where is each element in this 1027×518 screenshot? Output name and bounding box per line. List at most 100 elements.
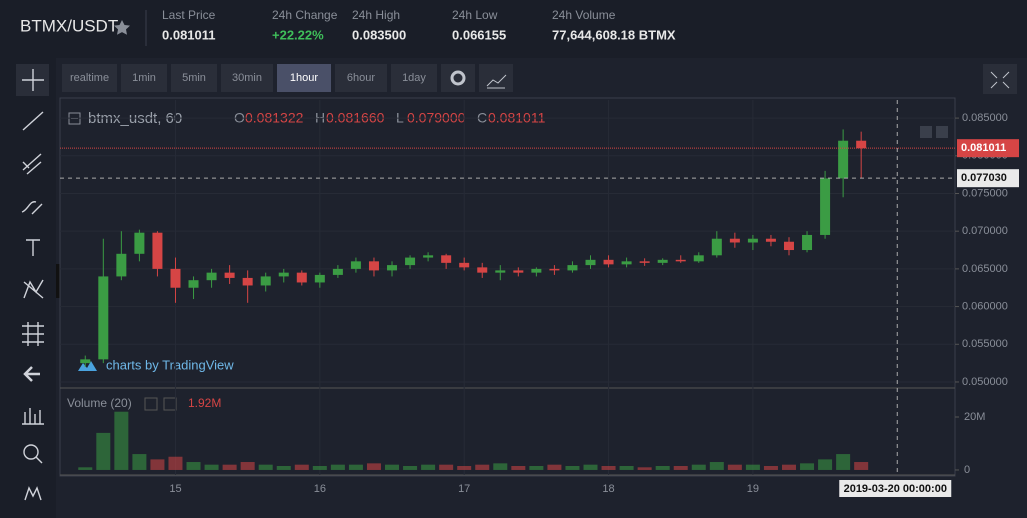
fullscreen-button[interactable]	[983, 64, 1017, 94]
candle-body	[423, 255, 434, 258]
volume-bar	[601, 465, 616, 470]
stat-value: 77,644,608.18 BTMX	[552, 27, 676, 42]
interval-label: realtime	[70, 72, 109, 84]
candle-body	[459, 262, 470, 268]
candle-body	[603, 259, 614, 265]
volume-bar	[511, 465, 526, 470]
y-tick-label: 0.085000	[962, 112, 1008, 124]
candle-body	[170, 268, 181, 288]
volume-bar	[673, 465, 688, 470]
y2-tick-label: 0	[964, 464, 970, 476]
y-tick-label: 0.075000	[962, 187, 1008, 199]
candle-body	[296, 272, 307, 283]
candle-body	[278, 272, 289, 277]
interval-button[interactable]	[62, 64, 117, 92]
volume-bar	[745, 464, 760, 470]
volume-bar	[619, 465, 634, 470]
interval-label: 30min	[232, 72, 262, 84]
x-tick-label: 18	[602, 483, 614, 495]
candle-body	[224, 272, 235, 278]
candle-body	[585, 259, 596, 266]
volume-bar	[547, 464, 562, 470]
volume-bar	[763, 465, 778, 470]
interval-button[interactable]	[121, 64, 167, 92]
stat-value: +22.22%	[272, 27, 324, 42]
indicator-button[interactable]	[479, 64, 513, 92]
interval-button[interactable]	[171, 64, 217, 92]
stat-value: 0.083500	[352, 27, 406, 42]
settings-button[interactable]	[441, 64, 475, 92]
candle-body	[783, 241, 794, 251]
candle-body	[567, 265, 578, 271]
watermark: charts by TradingView	[106, 357, 234, 372]
stat-label: 24h Low	[452, 8, 498, 22]
candle-body	[621, 261, 632, 265]
interval-label: 6hour	[347, 72, 375, 84]
volume-bar	[421, 464, 436, 470]
x-tick-label: 17	[458, 483, 470, 495]
volume-bar	[854, 462, 869, 470]
candle-body	[350, 261, 361, 269]
candle-body	[405, 257, 416, 266]
crosshair-y-tag	[957, 169, 1019, 188]
volume-settings[interactable]	[144, 397, 158, 411]
x-tick-label: 19	[747, 483, 759, 495]
crosshair-y-label: 0.077030	[961, 172, 1007, 184]
candle-body	[765, 238, 776, 242]
interval-button[interactable]	[277, 64, 331, 92]
favorite-star[interactable]	[114, 20, 130, 35]
volume-bar	[403, 465, 418, 470]
interval-button[interactable]	[221, 64, 273, 92]
scroll-button[interactable]	[936, 126, 948, 138]
volume-bar	[240, 462, 255, 470]
candle-body	[260, 276, 271, 286]
scroll-button[interactable]	[920, 126, 932, 138]
volume-bar	[385, 464, 400, 470]
volume-bar	[818, 459, 833, 470]
stat-value: 0.066155	[452, 27, 506, 42]
volume-bar	[709, 462, 724, 470]
volume-bar	[583, 464, 598, 470]
y-tick-label: 0.070000	[962, 225, 1008, 237]
candle-body	[188, 280, 199, 288]
volume-bar	[276, 465, 291, 470]
fullscreen-icon	[990, 71, 1010, 89]
y-tick-label: 0.065000	[962, 263, 1008, 275]
volume-bar	[655, 465, 670, 470]
volume-bar	[348, 464, 363, 470]
volume-bar	[529, 465, 544, 470]
candle-body	[134, 232, 145, 254]
interval-button[interactable]	[391, 64, 437, 92]
candle-body	[495, 270, 506, 273]
stat-label: 24h High	[352, 8, 400, 22]
y-tick-label: 0.055000	[962, 338, 1008, 350]
volume-bar	[637, 467, 652, 470]
volume-bar	[691, 464, 706, 470]
volume-bar	[475, 464, 490, 470]
volume-bar	[330, 464, 345, 470]
candle-body	[549, 268, 560, 271]
candle-body	[80, 359, 91, 364]
volume-bar	[836, 454, 851, 470]
volume-close[interactable]	[163, 397, 177, 411]
y-tick-label: 0.060000	[962, 300, 1008, 312]
volume-bar	[366, 463, 381, 470]
candle-body	[206, 272, 217, 281]
volume-bar	[258, 464, 273, 470]
volume-bar	[781, 464, 796, 470]
candle-body	[314, 274, 325, 283]
volume-bar	[727, 464, 742, 470]
header-bar	[0, 0, 1027, 58]
volume-title: Volume (20)	[67, 396, 132, 410]
interval-button[interactable]	[335, 64, 387, 92]
volume-bar	[168, 456, 183, 470]
interval-label: 5min	[182, 72, 206, 84]
candle-body	[152, 232, 163, 269]
volume-value: 1.92M	[188, 396, 221, 410]
volume-bar	[565, 465, 580, 470]
candle-body	[332, 268, 343, 275]
volume-bar	[439, 464, 454, 470]
y-tick-label: 0.050000	[962, 376, 1008, 388]
symbol[interactable]: BTMX/USDT	[20, 16, 118, 35]
